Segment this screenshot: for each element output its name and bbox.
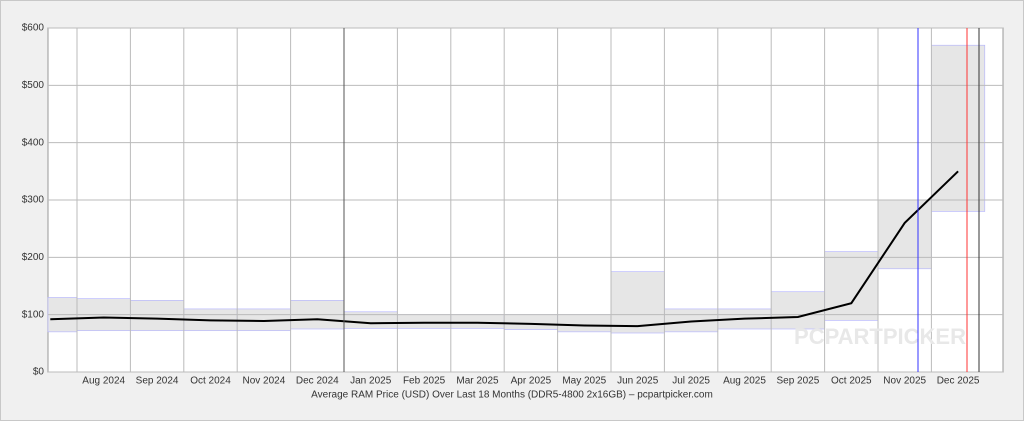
price-range — [450, 314, 505, 329]
x-tick-label: Nov 2024 — [242, 376, 285, 387]
x-axis-label: Average RAM Price (USD) Over Last 18 Mon… — [311, 390, 713, 401]
x-tick-label: Apr 2025 — [511, 376, 552, 387]
price-range — [931, 44, 986, 212]
x-tick-label: Oct 2024 — [190, 376, 231, 387]
y-tick-label: $0 — [33, 367, 45, 378]
y-tick-label: $600 — [22, 23, 45, 34]
y-tick-label: $400 — [22, 137, 45, 148]
x-tick-label: May 2025 — [562, 376, 606, 387]
x-tick-label: Dec 2025 — [937, 376, 980, 387]
price-range — [824, 251, 879, 321]
watermark: PCPARTPICKER — [794, 324, 966, 349]
x-tick-label: Oct 2025 — [831, 376, 872, 387]
x-tick-label: Dec 2024 — [296, 376, 339, 387]
x-tick-label: Nov 2025 — [883, 376, 926, 387]
y-tick-label: $300 — [22, 195, 45, 206]
y-tick-label: $200 — [22, 252, 45, 263]
y-tick-label: $100 — [22, 309, 45, 320]
price-range — [557, 314, 612, 333]
x-tick-label: Aug 2024 — [82, 376, 125, 387]
price-range — [770, 291, 825, 330]
price-line — [50, 170, 959, 328]
x-tick-label: Mar 2025 — [456, 376, 499, 387]
price-range — [130, 300, 185, 332]
price-range — [610, 271, 665, 334]
price-range — [503, 314, 558, 330]
x-tick-label: Aug 2025 — [723, 376, 766, 387]
x-tick-label: Sep 2024 — [136, 376, 179, 387]
price-range — [397, 314, 452, 329]
x-tick-label: Feb 2025 — [403, 376, 446, 387]
y-tick-label: $500 — [22, 80, 45, 91]
x-tick-label: Jul 2025 — [672, 376, 710, 387]
price-range — [877, 199, 932, 270]
x-tick-label: Jan 2025 — [350, 376, 392, 387]
x-tick-label: Jun 2025 — [617, 376, 659, 387]
x-tick-label: Sep 2025 — [776, 376, 819, 387]
